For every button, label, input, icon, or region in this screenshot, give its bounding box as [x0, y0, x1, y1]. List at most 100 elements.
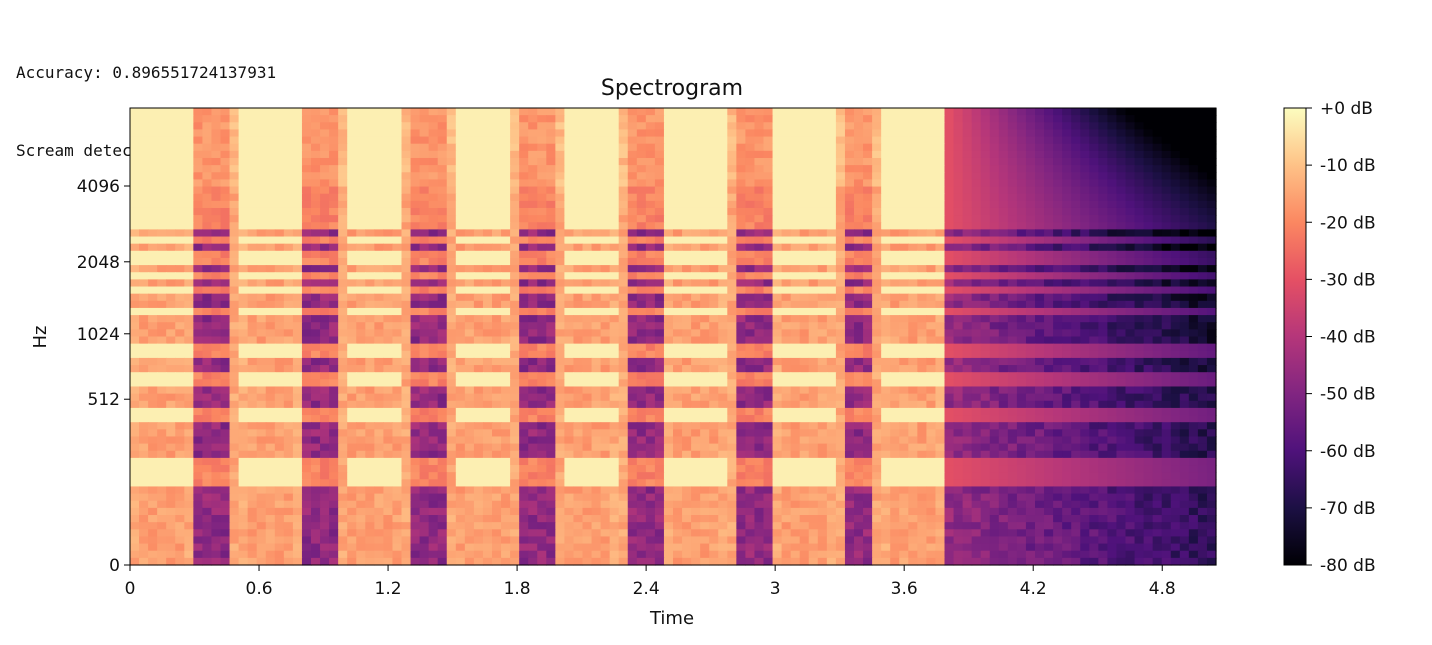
spectrogram-cell — [184, 386, 194, 395]
spectrogram-cell — [482, 200, 493, 209]
spectrogram-cell — [1188, 136, 1199, 145]
spectrogram-cell — [501, 200, 511, 209]
spectrogram-cell — [754, 357, 765, 366]
spectrogram-cell — [473, 165, 484, 173]
spectrogram-cell — [709, 108, 719, 116]
spectrogram-cell — [799, 357, 810, 366]
spectrogram-cell — [528, 115, 538, 123]
spectrogram-cell — [872, 279, 882, 288]
spectrogram-cell — [1035, 372, 1045, 380]
spectrogram-cell — [1188, 257, 1199, 266]
spectrogram-cell — [410, 379, 421, 388]
spectrogram-cell — [971, 243, 982, 252]
spectrogram-cell — [654, 150, 665, 159]
spectrogram-cell — [492, 172, 502, 181]
spectrogram-cell — [1044, 372, 1054, 380]
spectrogram-cell — [673, 236, 683, 245]
spectrogram-cell — [1044, 357, 1054, 366]
spectrogram-cell — [772, 350, 783, 359]
spectrogram-cell — [157, 322, 167, 330]
spectrogram-cell — [736, 207, 746, 216]
spectrogram-cell — [157, 229, 167, 238]
spectrogram-cell — [645, 257, 656, 266]
spectrogram-cell — [663, 200, 674, 209]
spectrogram-cell — [926, 257, 937, 266]
spectrogram-cell — [482, 179, 493, 188]
spectrogram-cell — [410, 272, 421, 280]
spectrogram-cell — [600, 215, 611, 223]
spectrogram-cell — [220, 243, 231, 252]
spectrogram-cell — [546, 379, 556, 388]
spectrogram-cell — [1134, 172, 1145, 181]
spectrogram-cell — [835, 172, 846, 181]
spectrogram-cell — [600, 236, 611, 245]
spectrogram-cell — [890, 293, 900, 302]
spectrogram-cell — [184, 322, 194, 330]
spectrogram-cell — [410, 143, 421, 152]
spectrogram-cell — [573, 215, 584, 223]
spectrogram-cell — [718, 329, 728, 338]
spectrogram-cell — [573, 108, 584, 116]
spectrogram-cell — [980, 129, 991, 138]
spectrogram-cell — [1116, 279, 1127, 288]
spectrogram-cell — [582, 236, 593, 245]
spectrogram-cell — [673, 350, 683, 359]
spectrogram-cell — [501, 400, 511, 409]
spectrogram-cell — [184, 350, 194, 359]
spectrogram-cell — [356, 357, 366, 366]
spectrogram-cell — [1179, 336, 1190, 345]
spectrogram-cell — [238, 350, 249, 359]
spectrogram-cell — [953, 143, 964, 152]
spectrogram-cell — [1143, 129, 1154, 138]
spectrogram-cell — [799, 200, 810, 209]
spectrogram-cell — [691, 257, 701, 266]
spectrogram-cell — [935, 108, 946, 116]
spectrogram-cell — [799, 307, 810, 316]
spectrogram-cell — [564, 329, 575, 338]
spectrogram-cell — [971, 357, 982, 366]
spectrogram-cell — [863, 186, 873, 195]
spectrogram-cell — [1016, 279, 1027, 288]
spectrogram-cell — [1134, 186, 1145, 195]
spectrogram-cell — [691, 222, 701, 230]
spectrogram-cell — [374, 329, 384, 338]
spectrogram-cell — [1089, 386, 1099, 395]
spectrogram-cell — [130, 372, 140, 380]
spectrogram-cell — [537, 179, 547, 188]
spectrogram-cell — [844, 250, 855, 259]
spectrogram-cell — [1143, 193, 1154, 202]
spectrogram-cell — [148, 207, 158, 216]
spectrogram-cell — [1089, 322, 1099, 330]
spectrogram-cell — [700, 207, 710, 216]
spectrogram-cell — [1080, 207, 1090, 216]
spectrogram-cell — [356, 243, 366, 252]
spectrogram-cell — [428, 343, 439, 352]
spectrogram-cell — [555, 122, 565, 131]
spectrogram-cell — [365, 293, 375, 302]
spectrogram-cell — [1080, 143, 1090, 152]
spectrogram-cell — [899, 279, 909, 288]
spectrogram-cell — [283, 265, 294, 273]
spectrogram-cell — [817, 257, 828, 266]
spectrogram-cell — [663, 357, 674, 366]
spectrogram-cell — [1053, 172, 1063, 181]
spectrogram-cell — [1179, 222, 1190, 230]
spectrogram-cell — [519, 236, 529, 245]
spectrogram-cell — [980, 272, 991, 280]
spectrogram-cell — [256, 300, 267, 309]
spectrogram-cell — [890, 115, 900, 123]
spectrogram-cell — [908, 215, 918, 223]
spectrogram-cell — [1188, 165, 1199, 173]
spectrogram-cell — [700, 157, 710, 166]
spectrogram-cell — [564, 393, 575, 402]
spectrogram-cell — [709, 365, 719, 373]
spectrogram-cell — [899, 365, 909, 373]
spectrogram-cell — [1089, 272, 1099, 280]
spectrogram-cell — [673, 122, 683, 131]
spectrogram-cell — [1044, 122, 1054, 131]
spectrogram-cell — [844, 243, 855, 252]
spectrogram-cell — [320, 207, 330, 216]
spectrogram-cell — [917, 150, 927, 159]
spectrogram-cell — [980, 165, 991, 173]
spectrogram-cell — [410, 293, 421, 302]
